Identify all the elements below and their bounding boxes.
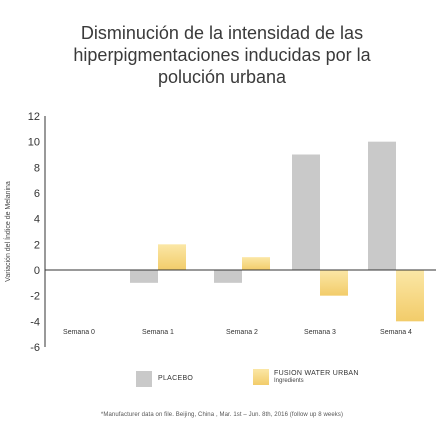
legend-fusion-label: FUSION WATER URBAN: [274, 369, 359, 377]
y-tick-label: 10: [28, 137, 40, 149]
bar-fusion-3: [320, 270, 348, 296]
bar-fusion-1: [158, 244, 186, 270]
y-tick-label: 2: [34, 239, 40, 251]
x-tick-labels: Semana 0 Semana 1 Semana 2 Semana 3 Semana 4: [63, 329, 412, 336]
legend-fusion-swatch: [253, 369, 269, 385]
bar-placebo-3: [292, 154, 320, 270]
y-tick-label: 0: [34, 265, 40, 277]
legend-fusion: FUSION WATER URBAN Ingredients: [253, 369, 359, 385]
legend-placebo: PLACEBO: [136, 371, 193, 387]
y-axis-label: Variación del Índice de Melanina: [3, 181, 12, 282]
y-tick-label: -6: [30, 342, 40, 354]
legend-fusion-sublabel: Ingredients: [274, 377, 304, 384]
y-tick-labels: 12 10 8 6 4 2 0 -2 -4 -6: [28, 111, 40, 354]
bar-placebo-4: [368, 141, 396, 270]
y-tick-label: 12: [28, 111, 40, 123]
y-tick-label: 6: [34, 188, 40, 200]
legend-fusion-text: FUSION WATER URBAN Ingredients: [274, 370, 359, 385]
legend-placebo-swatch: [136, 371, 152, 387]
x-tick-label: Semana 0: [63, 329, 95, 336]
chart-title-line-3: polución urbana: [157, 67, 287, 87]
bar-placebo-2: [214, 270, 242, 283]
x-tick-label: Semana 1: [142, 329, 174, 336]
x-tick-label: Semana 3: [304, 329, 336, 336]
y-tick-label: 8: [34, 162, 40, 174]
y-tick-label: 4: [34, 214, 40, 226]
chart-title: Disminución de la intensidad de las hipe…: [0, 22, 444, 88]
bar-fusion-2: [242, 257, 270, 270]
x-tick-label: Semana 4: [380, 329, 412, 336]
bar-fusion-4: [396, 270, 424, 322]
legend-placebo-label: PLACEBO: [158, 375, 194, 382]
bar-placebo-1: [130, 270, 158, 283]
bars-group: [130, 141, 424, 322]
chart-title-line-1: Disminución de la intensidad de las: [80, 23, 364, 43]
footnote: *Manufacturer data on file. Beijing, Chi…: [100, 412, 344, 418]
x-tick-label: Semana 2: [226, 329, 258, 336]
y-tick-label: -2: [30, 291, 40, 303]
chart-title-line-2: hiperpigmentaciones inducidas por la: [73, 45, 371, 65]
y-tick-label: -4: [30, 316, 40, 328]
